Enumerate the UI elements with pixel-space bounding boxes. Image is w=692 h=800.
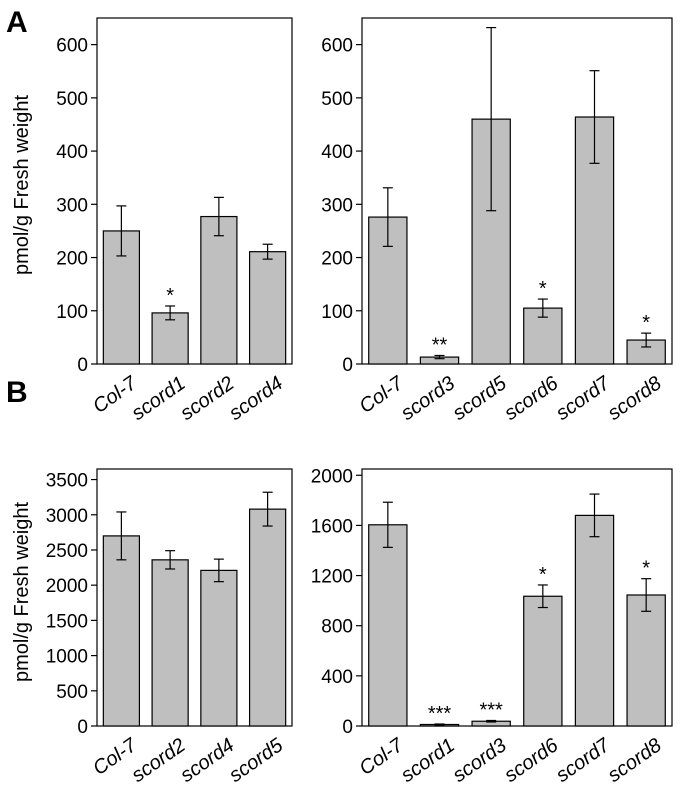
y-tick-label: 800 [321,617,353,638]
significance-marker: ** [432,334,448,356]
bar-chart-4: 0400800120016002000Col-7***scord1***scor… [311,466,673,787]
bar-scord8 [626,594,666,727]
error-bar [116,511,127,561]
plot-frame [96,468,293,727]
bar-scord4 [248,251,287,365]
y-tick-label: 600 [321,36,353,57]
bar-scord4 [200,569,238,727]
error-bar [116,205,127,257]
y-tick-label: 600 [56,36,88,57]
y-tick-label: 500 [56,682,88,703]
y-tick-label: 500 [321,89,353,110]
plot-frame [361,17,673,365]
error-bar [641,578,652,612]
y-tick-label: 0 [342,717,353,738]
charts: 0100200300400500600Col-7*scord1scord2sco… [46,17,673,787]
category-label: scord2 [177,372,239,424]
error-bar [434,354,445,360]
significance-marker: *** [479,699,503,721]
y-tick-label: 1600 [311,516,353,537]
category-label: scord4 [225,372,287,424]
significance-marker: * [642,312,650,334]
bar-chart-2: 0100200300400500600Col-7**scord3scord5*s… [321,17,673,425]
panel-a-y-axis-label: pmol/g Fresh weight [11,95,33,276]
error-bar [382,501,393,548]
y-tick-label: 300 [56,195,88,216]
category-label: scord4 [177,734,239,786]
bar-scord1 [151,312,189,365]
y-tick-label: 100 [56,302,88,323]
y-tick-label: 300 [321,195,353,216]
category-label: scord2 [128,734,190,786]
y-tick-label: 3000 [46,506,88,527]
bar-chart-1: 0100200300400500600Col-7*scord1scord2sco… [56,17,293,425]
y-tick-label: 500 [56,89,88,110]
y-tick-label: 100 [321,302,353,323]
category-label: scord8 [604,372,666,424]
error-bar [589,70,600,164]
y-tick-label: 2000 [311,466,353,487]
significance-marker: * [539,278,547,300]
category-label: scord3 [449,734,511,786]
y-tick-label: 400 [321,667,353,688]
y-tick-label: 0 [77,717,88,738]
error-bar [213,196,224,237]
error-bar [537,584,548,609]
error-bar [165,305,176,321]
bar-scord7 [574,514,615,727]
y-tick-label: 2500 [46,541,88,562]
category-label: scord1 [128,372,190,424]
panel-letter-b: B [6,376,28,409]
category-label: scord7 [552,372,615,425]
panel-b-y-axis-label: pmol/g Fresh weight [11,502,33,683]
error-bar [589,493,600,538]
error-bar [537,298,548,318]
bar-scord2 [151,559,189,727]
error-bar [641,332,652,348]
category-label: scord5 [449,372,512,425]
error-bar [434,723,445,726]
y-tick-label: 1500 [46,611,88,632]
y-tick-label: 2000 [46,576,88,597]
y-tick-label: 3500 [46,471,88,492]
bar-col-7 [368,524,408,727]
y-tick-label: 200 [56,249,88,270]
error-bar [262,491,273,527]
error-bar [262,243,273,260]
error-bar [486,719,497,723]
y-tick-label: 1000 [46,647,88,668]
significance-marker: * [539,564,547,586]
bar-chart-3: 0500100015002000250030003500Col-7scord2s… [46,468,293,787]
category-label: scord8 [604,734,666,786]
significance-marker: *** [428,703,452,725]
bar-scord6 [523,595,563,727]
category-label: scord5 [225,734,288,787]
plot-frame [96,17,293,365]
significance-marker: * [166,285,174,307]
category-label: scord6 [501,372,564,425]
y-tick-label: 400 [321,142,353,163]
category-label: scord7 [552,734,615,787]
y-tick-label: 1200 [311,567,353,588]
error-bar [165,550,176,570]
bar-scord5 [248,508,287,727]
y-tick-label: 400 [56,142,88,163]
y-tick-label: 0 [77,355,88,376]
y-tick-label: 0 [342,355,353,376]
bar-col-7 [368,216,408,365]
category-label: scord3 [397,372,459,424]
error-bar [213,558,224,583]
significance-marker: * [642,558,650,580]
category-label: scord1 [397,734,459,786]
bar-col-7 [102,535,141,727]
error-bar [486,26,497,212]
error-bar [382,187,393,247]
plot-frame [361,468,673,727]
bar-scord2 [200,215,238,365]
panel-letter-a: A [6,6,28,39]
y-tick-label: 200 [321,249,353,270]
category-label: scord6 [501,734,564,787]
